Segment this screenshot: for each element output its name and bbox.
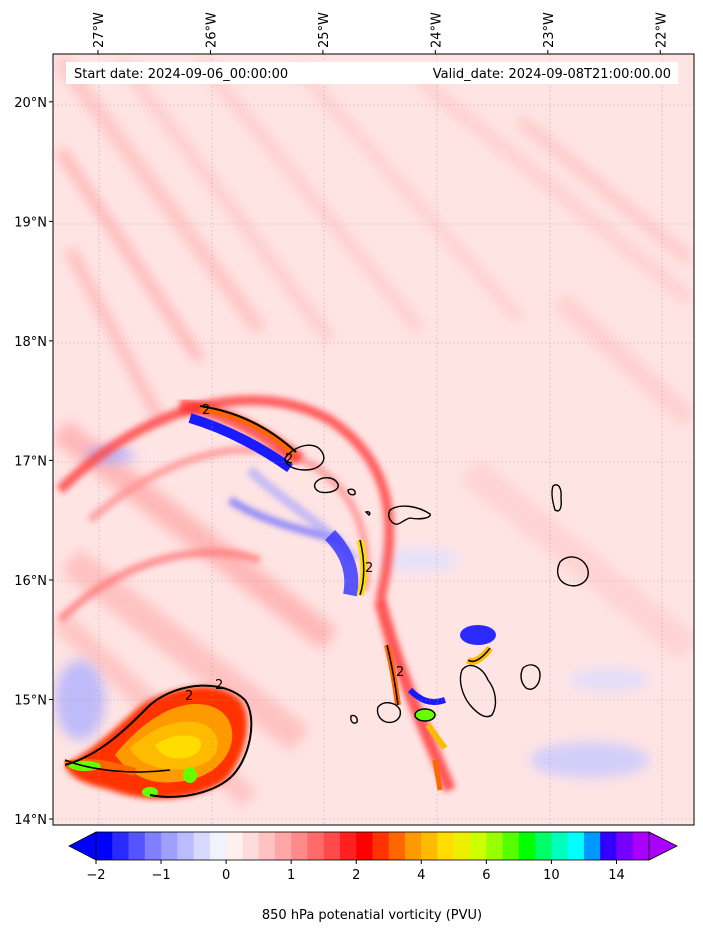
colorbar-segment [209,832,227,860]
y-tick-label: 18°N [14,335,47,350]
x-tick-label: 26°W [204,12,219,48]
colorbar-segment [388,832,406,860]
colorbar-segment [421,832,439,860]
contour-label: 2 [215,678,223,693]
colorbar-segment [551,832,569,860]
colorbar-segment [226,832,243,860]
graticule [53,54,694,825]
islet-2 [364,511,371,516]
colorbar-segment [518,832,536,860]
island-maio [520,664,541,690]
y-tick-label: 16°N [14,574,47,589]
colorbar: −2 −1 0 1 2 4 6 10 14 [68,831,678,883]
colorbar-segment [193,832,211,860]
start-date-label: Start date: 2024-09-06_00:00:00 [74,67,288,82]
central-bands [324,530,496,791]
colorbar-tick-label: 1 [287,868,295,883]
map-area: 2 2 2 2 2 2 Start date: 2024-09-06_00:00… [52,53,695,826]
colorbar-segment [470,832,487,860]
island-santo-antao [284,444,325,471]
vortex-core [64,684,253,799]
contour-label: 2 [396,665,404,680]
colorbar-tick-label: −1 [151,868,170,883]
colorbar-tick-label: 2 [352,868,360,883]
colorbar-tick-label: 14 [608,868,625,883]
coastlines [284,444,589,724]
x-tick-label: 23°W [542,12,557,48]
colorbar-segment [177,832,195,860]
y-axis-ticks: 14°N 15°N 16°N 17°N 18°N 19°N 20°N [14,96,53,828]
colorbar-segment [372,832,390,860]
colorbar-segment [274,832,292,860]
valid-date-label: Valid_date: 2024-09-08T21:00:00.00 [433,67,671,82]
contour-label: 2 [365,561,373,576]
y-tick-label: 19°N [14,215,47,230]
map-frame [52,53,695,826]
contour-labels: 2 2 2 2 2 2 [185,403,404,704]
colorbar-segment [632,832,650,860]
island-sao-vicente [313,477,339,494]
contour-label: 2 [285,452,293,467]
colorbar-label: 850 hPa potenatial vorticity (PVU) [262,908,482,923]
island-sao-nicolau [387,505,431,525]
colorbar-segment [356,832,373,860]
colorbar-tick-label: 10 [543,868,560,883]
colorbar-tick-label: 6 [482,868,490,883]
colorbar-segment [291,832,308,860]
colorbar-segment [128,832,146,860]
colorbar-segment [96,832,113,860]
y-tick-label: 17°N [14,454,47,469]
colorbar-tick-label: 0 [222,868,230,883]
colorbar-segment [567,832,585,860]
island-boa-vista [556,556,589,587]
colorbar-extend-min [68,831,97,861]
negative-pv-patches [55,447,650,778]
header: Start date: 2024-09-06_00:00:00 Valid_da… [66,62,678,84]
colorbar-segment [307,832,325,860]
colorbar-tick-label: −2 [86,868,105,883]
colorbar-segment [583,832,601,860]
colorbar-extend-max [648,831,678,861]
x-tick-label: 22°W [654,12,669,48]
x-tick-label: 27°W [92,12,107,48]
colorbar-segment [258,832,276,860]
x-axis-ticks: 27°W 26°W 25°W 24°W 23°W 22°W [92,12,669,54]
colorbar-segment [502,832,520,860]
colorbar-frame [95,831,650,861]
colorbar-segment [486,832,504,860]
island-fogo [376,702,402,724]
island-brava [350,714,358,724]
header-background [66,62,678,84]
colorbar-segment [242,832,260,860]
colorbar-segment [616,832,634,860]
colorbar-segment [535,832,552,860]
contour-label: 2 [202,403,210,418]
colorbar-segment [323,832,341,860]
colorbar-tick-label: 4 [417,868,425,883]
islet-1 [347,488,356,496]
colorbar-segment [405,832,422,860]
colorbar-segment [161,832,178,860]
y-tick-label: 20°N [14,96,47,111]
contour-label: 2 [185,689,193,704]
colorbar-segment [339,832,357,860]
colorbar-segment [453,832,471,860]
x-tick-label: 25°W [317,12,332,48]
x-tick-label: 24°W [429,12,444,48]
y-tick-label: 15°N [14,693,47,708]
y-tick-label: 14°N [14,813,47,828]
colorbar-segment [600,832,617,860]
island-sal [551,484,562,512]
colorbar-segment [437,832,455,860]
colorbar-segment [112,832,130,860]
island-santiago [459,664,497,718]
colorbar-segment [144,832,162,860]
